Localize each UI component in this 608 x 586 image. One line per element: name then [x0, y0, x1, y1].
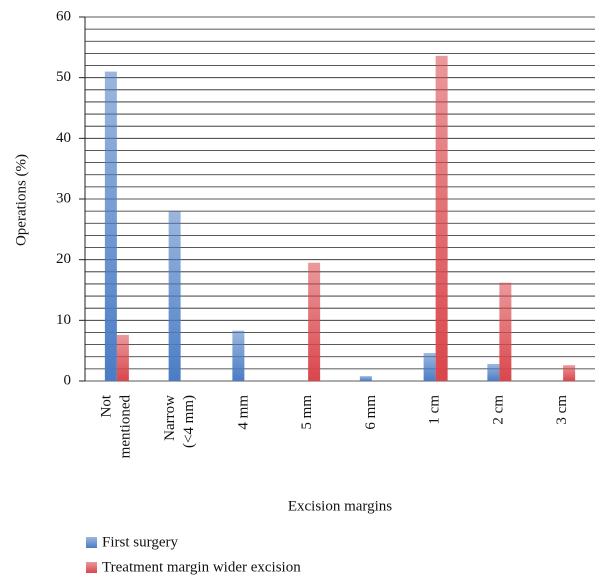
x-tick-label: Narrow (<4 mm)	[163, 395, 198, 448]
legend-label: First surgery	[102, 534, 178, 550]
bar	[563, 365, 576, 381]
x-tick-label: 2 cm	[491, 395, 507, 425]
y-tick-label: 20	[56, 251, 71, 267]
bar	[308, 262, 321, 381]
y-axis-title: Operations (%)	[13, 154, 29, 246]
y-tick-label: 40	[56, 130, 71, 146]
bar	[487, 364, 500, 381]
x-axis-title: Excision margins	[288, 498, 392, 514]
legend-label: Treatment margin wider excision	[102, 559, 301, 575]
x-tick-label: 4 mm	[236, 395, 252, 430]
y-tick-label: 10	[56, 312, 71, 328]
x-tick-label: 5 mm	[300, 395, 316, 430]
y-tick-label: 30	[56, 190, 71, 206]
bar	[423, 353, 436, 381]
x-tick-label: 1 cm	[427, 395, 443, 425]
y-tick-label: 50	[56, 69, 71, 85]
bar	[232, 330, 245, 381]
y-tick-label: 0	[64, 372, 72, 388]
x-tick-label: 3 cm	[555, 395, 571, 425]
y-tick-label: 60	[56, 8, 71, 24]
bar	[104, 71, 117, 381]
x-tick-label: 6 mm	[363, 395, 379, 430]
bar	[168, 211, 181, 381]
x-tick-label: Not mentioned	[99, 394, 134, 458]
bar	[116, 334, 129, 381]
legend-swatch	[86, 537, 97, 548]
bar	[359, 376, 372, 381]
bar	[499, 282, 512, 381]
bar	[435, 55, 448, 382]
legend-swatch	[86, 562, 97, 573]
